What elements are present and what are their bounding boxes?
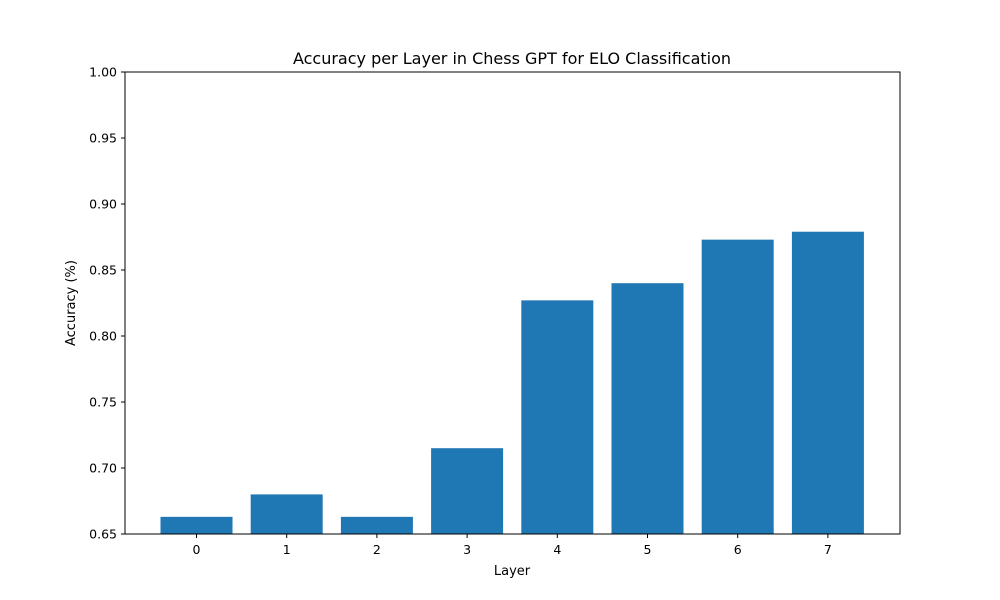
y-axis: 0.65 0.70 0.75 0.80 0.85 0.90 0.95 1.00 [89, 65, 125, 542]
bar-layer-1 [250, 494, 323, 534]
bar-layer-2 [340, 516, 413, 534]
y-tick-label: 0.65 [89, 527, 117, 542]
x-tick-label: 5 [644, 542, 652, 557]
x-tick-label: 4 [553, 542, 561, 557]
plot-frame [124, 71, 901, 535]
y-tick-label: 0.75 [89, 395, 117, 410]
bar-layer-4 [521, 300, 594, 534]
y-axis-label: Accuracy (%) [64, 260, 79, 346]
x-tick-label: 1 [283, 542, 291, 557]
y-tick-label: 1.00 [89, 65, 117, 80]
y-tick-label: 0.90 [89, 197, 117, 212]
bar-layer-0 [160, 516, 233, 534]
x-tick-label: 0 [193, 542, 201, 557]
x-axis: 0 1 2 3 4 5 6 7 [193, 534, 832, 557]
x-axis-label: Layer [494, 564, 531, 579]
y-tick-label: 0.80 [89, 329, 117, 344]
x-tick-label: 3 [463, 542, 471, 557]
chart-title: Accuracy per Layer in Chess GPT for ELO … [293, 49, 731, 68]
x-tick-label: 6 [734, 542, 742, 557]
bars-group [160, 231, 864, 534]
bar-layer-6 [701, 239, 774, 534]
y-tick-label: 0.95 [89, 131, 117, 146]
y-tick-label: 0.85 [89, 263, 117, 278]
bar-layer-3 [431, 448, 504, 534]
bar-layer-7 [791, 231, 864, 534]
x-tick-label: 2 [373, 542, 381, 557]
bar-layer-5 [611, 283, 684, 534]
x-tick-label: 7 [824, 542, 832, 557]
y-tick-label: 0.70 [89, 461, 117, 476]
